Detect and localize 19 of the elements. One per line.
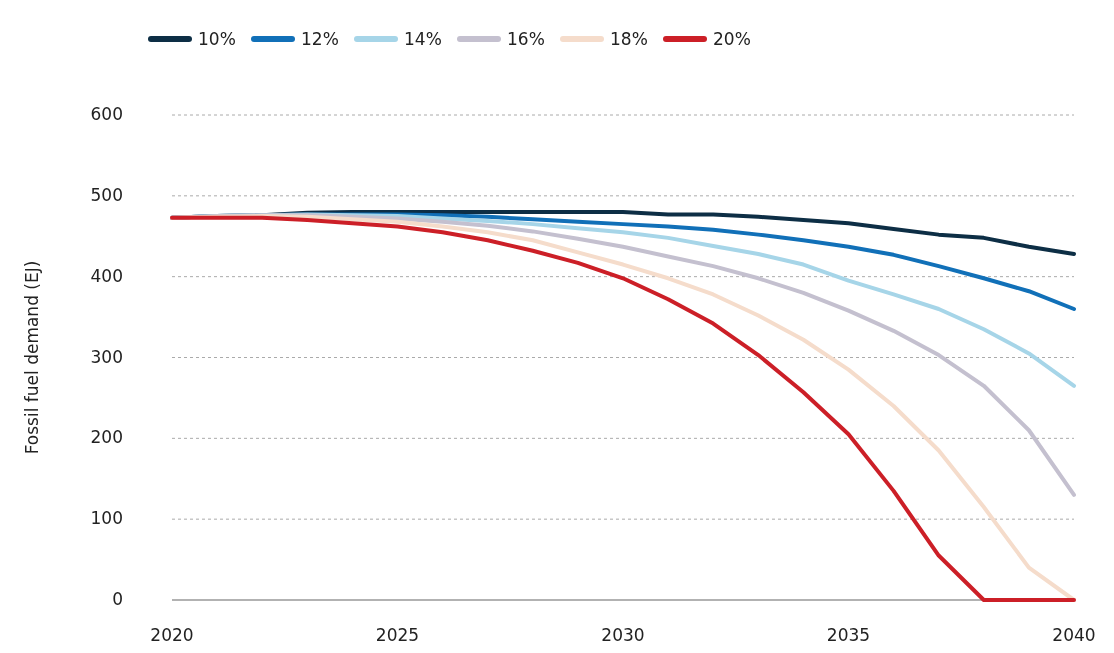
- y-tick-label: 400: [90, 265, 123, 286]
- y-tick-label: 200: [90, 427, 123, 448]
- legend-label: 16%: [507, 29, 545, 49]
- legend-label: 20%: [713, 29, 751, 49]
- y-tick-label: 600: [90, 104, 123, 124]
- x-tick-label: 2020: [150, 625, 194, 645]
- y-tick-label: 100: [90, 508, 123, 529]
- legend-label: 18%: [610, 29, 648, 49]
- x-tick-label: 2035: [826, 625, 871, 645]
- y-tick-label: 0: [112, 589, 123, 609]
- x-tick-label: 2030: [601, 625, 645, 645]
- y-tick-label: 300: [90, 346, 123, 367]
- y-axis-title: Fossil fuel demand (EJ): [22, 260, 42, 455]
- legend-label: 12%: [301, 29, 339, 49]
- y-tick-label: 500: [90, 184, 123, 205]
- legend-label: 10%: [198, 29, 236, 49]
- x-tick-label: 2040: [1052, 625, 1096, 645]
- x-tick-label: 2025: [375, 625, 420, 645]
- legend-label: 14%: [404, 29, 442, 49]
